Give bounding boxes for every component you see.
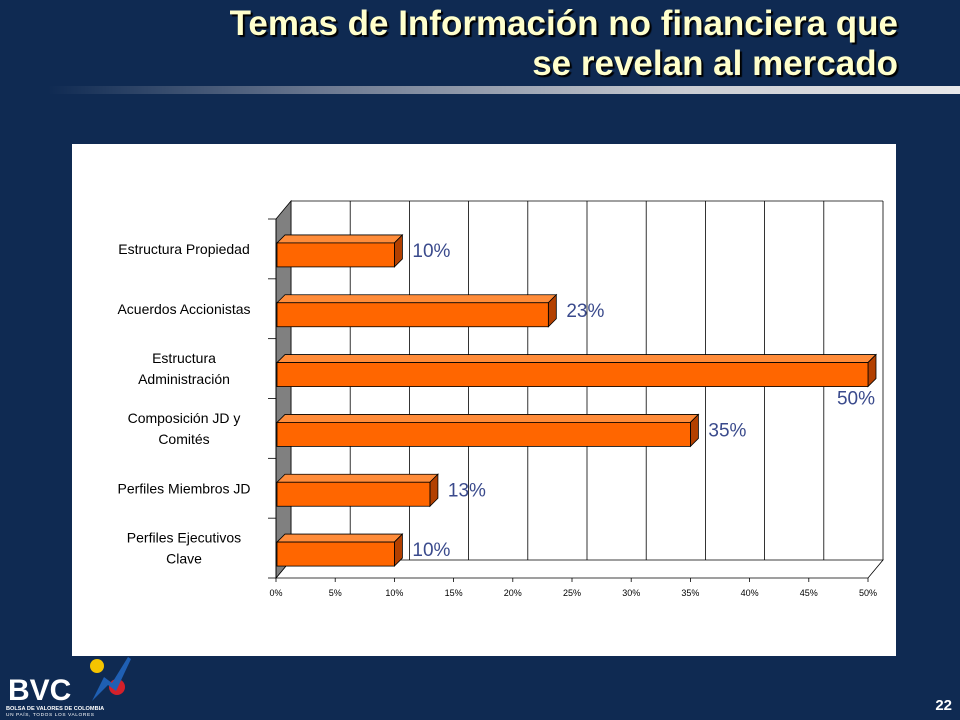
data-label: 35% bbox=[708, 420, 746, 441]
title-line-1: Temas de Información no financiera que bbox=[229, 4, 898, 43]
x-tick-label: 15% bbox=[445, 588, 463, 598]
logo-yellow-dot bbox=[90, 659, 104, 673]
category-label: Perfiles Miembros JD bbox=[117, 480, 250, 496]
bar bbox=[276, 541, 395, 567]
bar-top bbox=[276, 533, 404, 543]
category-label: Acuerdos Accionistas bbox=[117, 301, 250, 317]
x-tick-label: 45% bbox=[800, 588, 818, 598]
x-tick-label: 35% bbox=[681, 588, 699, 598]
logo-text: BVC bbox=[8, 674, 71, 707]
bar bbox=[276, 481, 431, 507]
logo-blue-shape bbox=[92, 657, 131, 701]
bvc-logo: BVC BOLSA DE VALORES DE COLOMBIA UN PAÍS… bbox=[6, 657, 131, 718]
data-label: 13% bbox=[448, 480, 486, 501]
bar-top bbox=[276, 294, 558, 304]
data-label: 23% bbox=[566, 301, 604, 322]
page-number: 22 bbox=[935, 697, 952, 714]
bar-chart: Estructura Propiedad 10% Acuerdos Accionis… bbox=[117, 199, 884, 598]
bar-top bbox=[276, 234, 404, 244]
category-label: Estructura Propiedad bbox=[118, 241, 250, 257]
title-line-2: se revelan al mercado bbox=[532, 44, 898, 83]
x-tick-label: 20% bbox=[504, 588, 522, 598]
x-tick-label: 30% bbox=[622, 588, 640, 598]
category-label: Perfiles Ejecutivos bbox=[127, 530, 241, 546]
data-label: 10% bbox=[412, 540, 450, 561]
x-tick-label: 0% bbox=[269, 588, 282, 598]
bar-top bbox=[276, 414, 700, 423]
data-label: 10% bbox=[412, 241, 450, 262]
x-tick-label: 10% bbox=[385, 588, 403, 598]
title-divider bbox=[48, 86, 960, 94]
category-label: Administración bbox=[138, 371, 230, 387]
bar bbox=[276, 242, 395, 268]
x-tick-label: 40% bbox=[741, 588, 759, 598]
category-label: Composición JD y bbox=[128, 410, 241, 426]
bar bbox=[276, 422, 691, 447]
category-label: Clave bbox=[166, 551, 202, 567]
bar bbox=[276, 362, 869, 387]
x-tick-label: 50% bbox=[859, 588, 877, 598]
bar-top bbox=[276, 354, 877, 363]
category-label: Estructura bbox=[152, 350, 216, 366]
bar bbox=[276, 302, 549, 328]
data-label: 50% bbox=[837, 389, 875, 410]
x-tick-label: 25% bbox=[563, 588, 581, 598]
chart-panel: Estructura Propiedad 10% Acuerdos Accionis… bbox=[72, 144, 896, 656]
logo-tagline: BOLSA DE VALORES DE COLOMBIA bbox=[6, 706, 104, 712]
logo-subtagline: UN PAÍS, TODOS LOS VALORES bbox=[6, 711, 95, 718]
slide-title: Temas de Información no financiera que s… bbox=[230, 4, 898, 84]
bar-top bbox=[276, 473, 439, 483]
category-label: Comités bbox=[158, 431, 209, 447]
x-tick-label: 5% bbox=[329, 588, 342, 598]
